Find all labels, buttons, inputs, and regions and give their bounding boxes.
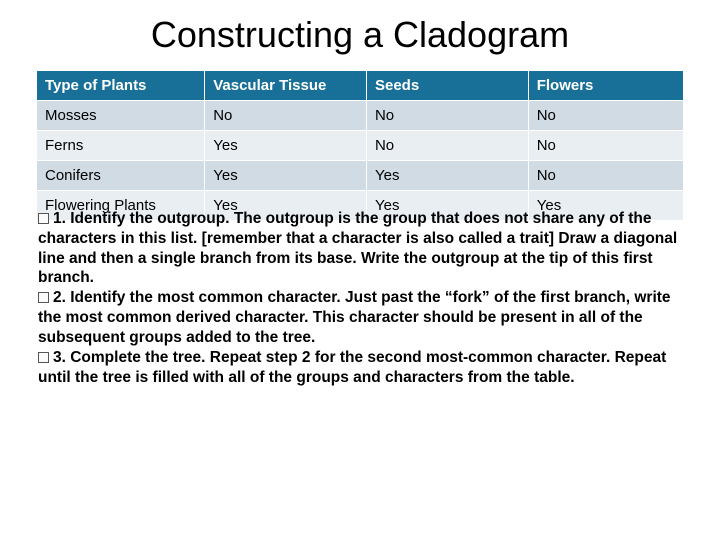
instruction-text: 3. Complete the tree. Repeat step 2 for … (38, 349, 666, 386)
slide: Constructing a Cladogram Type of Plants … (0, 0, 720, 540)
page-title: Constructing a Cladogram (36, 14, 684, 56)
table-row: Mosses No No No (37, 101, 684, 131)
table-row: Conifers Yes Yes No (37, 161, 684, 191)
table-header-row: Type of Plants Vascular Tissue Seeds Flo… (37, 71, 684, 101)
table-row: Ferns Yes No No (37, 131, 684, 161)
cell-type: Mosses (37, 101, 205, 131)
cell-type: Conifers (37, 161, 205, 191)
instructions-block: 1. Identify the outgroup. The outgroup i… (36, 209, 684, 387)
instruction-text: 2. Identify the most common character. J… (38, 289, 671, 346)
instruction-item: 2. Identify the most common character. J… (38, 288, 682, 347)
square-bullet-icon (38, 213, 49, 224)
col-header-flowers: Flowers (528, 71, 683, 101)
instruction-text: 1. Identify the outgroup. The outgroup i… (38, 210, 677, 286)
col-header-type: Type of Plants (37, 71, 205, 101)
cell-flowers: No (528, 101, 683, 131)
cell-seeds: No (366, 131, 528, 161)
instruction-item: 1. Identify the outgroup. The outgroup i… (38, 209, 682, 288)
col-header-vascular: Vascular Tissue (205, 71, 367, 101)
cell-type: Ferns (37, 131, 205, 161)
square-bullet-icon (38, 292, 49, 303)
cell-flowers: No (528, 131, 683, 161)
cell-seeds: No (366, 101, 528, 131)
cell-flowers: No (528, 161, 683, 191)
traits-table: Type of Plants Vascular Tissue Seeds Flo… (36, 70, 684, 221)
instruction-item: 3. Complete the tree. Repeat step 2 for … (38, 348, 682, 388)
square-bullet-icon (38, 352, 49, 363)
cell-vascular: Yes (205, 131, 367, 161)
col-header-seeds: Seeds (366, 71, 528, 101)
cell-vascular: Yes (205, 161, 367, 191)
cell-vascular: No (205, 101, 367, 131)
cell-seeds: Yes (366, 161, 528, 191)
